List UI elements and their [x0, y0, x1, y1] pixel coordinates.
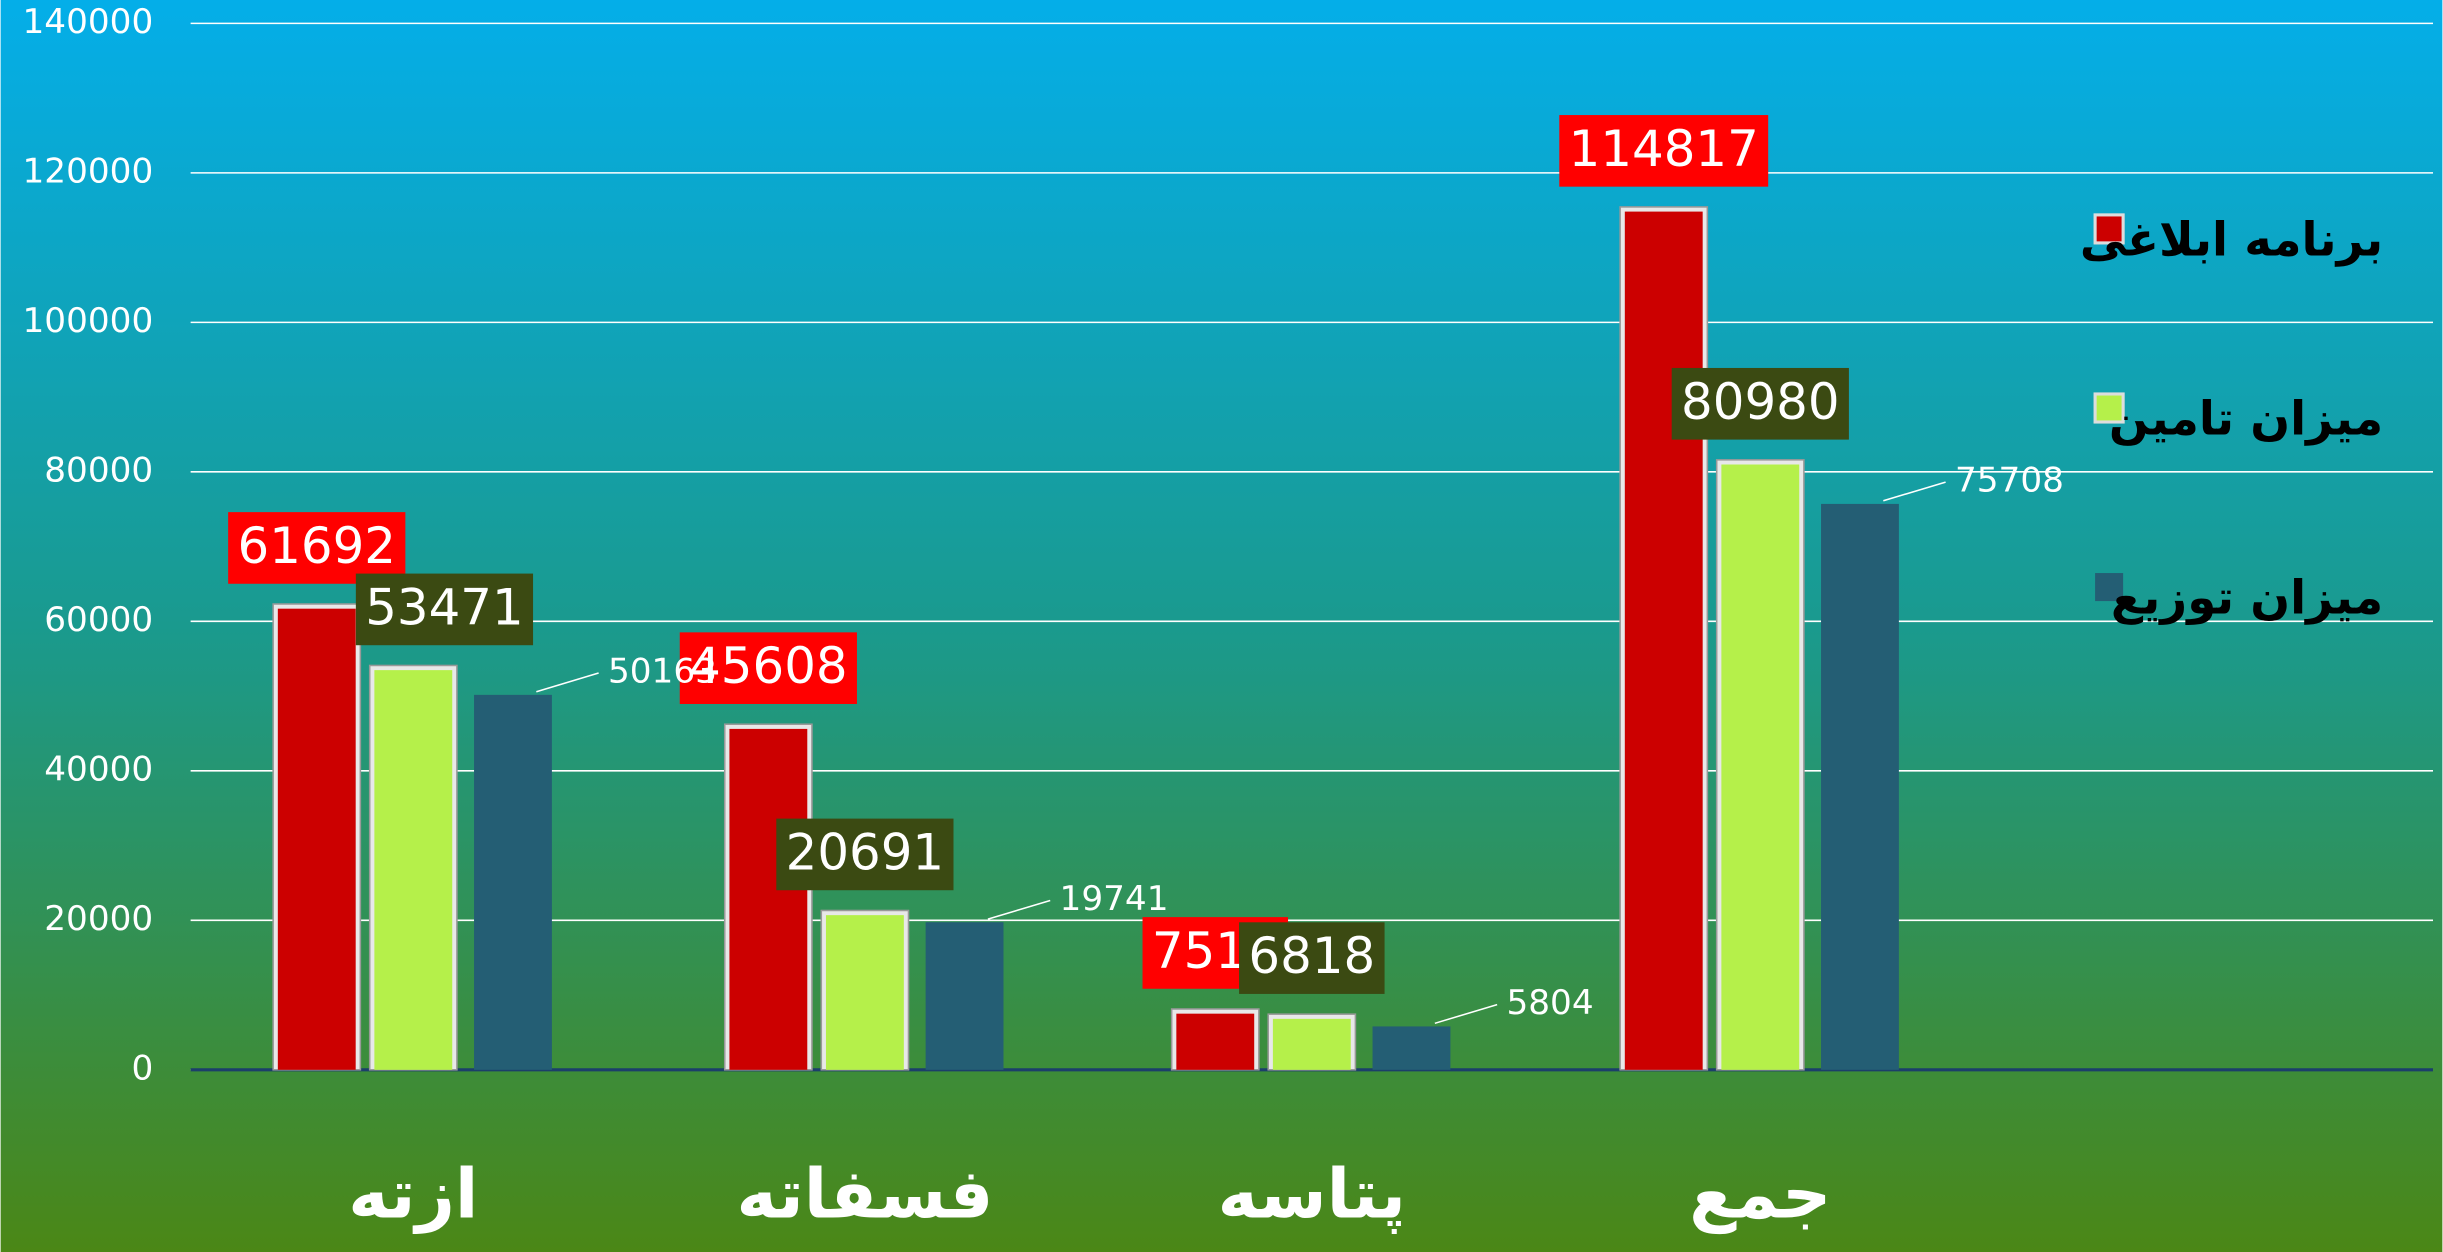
data-label-bg: [679, 632, 857, 704]
data-label: 5804: [1506, 983, 1593, 1023]
data-label: 45608: [689, 637, 848, 695]
bar: [474, 694, 552, 1070]
legend-swatch: [2093, 392, 2125, 424]
y-tick-label: 100000: [23, 301, 154, 341]
y-tick-label: 140000: [23, 2, 154, 42]
legend-swatch: [2093, 213, 2125, 245]
data-label-bg: [1671, 367, 1849, 440]
y-tick-label: 0: [131, 1048, 153, 1088]
leader-line: [1434, 1003, 1498, 1025]
bar: [925, 922, 1004, 1070]
x-tick-label: جمع: [1689, 1155, 1831, 1235]
data-label: 19741: [1060, 879, 1169, 919]
data-label: 53471: [365, 578, 524, 636]
bar: [1721, 464, 1800, 1070]
data-label-bg: [228, 512, 406, 584]
data-label-bg: [1559, 115, 1769, 187]
data-label: 114817: [1569, 120, 1759, 178]
data-label: 20691: [786, 823, 945, 881]
data-label-bg: [776, 818, 954, 891]
data-label: 61692: [238, 517, 397, 575]
x-tick-label: پتاسه: [1218, 1155, 1406, 1235]
leader-line: [1883, 481, 1946, 502]
data-label: 75708: [1955, 461, 2064, 501]
leader-line: [987, 899, 1051, 920]
data-label: 80980: [1681, 373, 1840, 431]
data-label-bg: [355, 573, 534, 646]
bar: [729, 728, 808, 1070]
data-label-bg: [1239, 922, 1385, 994]
data-label: 6818: [1248, 927, 1375, 985]
bar: [277, 608, 356, 1070]
legend-swatch: [2095, 573, 2124, 602]
y-tick-label: 120000: [23, 151, 154, 191]
bar: [1821, 503, 1899, 1070]
y-tick-label: 40000: [44, 749, 153, 789]
x-tick-label: ازته: [348, 1155, 478, 1235]
legend-label: میزان تامین: [2109, 393, 2383, 447]
bar: [1372, 1026, 1451, 1070]
bar: [825, 915, 904, 1070]
bar: [1176, 1013, 1255, 1070]
leader-line: [536, 672, 599, 693]
bar: [374, 670, 453, 1070]
y-tick-label: 20000: [44, 899, 153, 939]
x-tick-label: فسفاته: [736, 1155, 993, 1235]
bar: [1272, 1018, 1351, 1070]
legend-label: میزان توزیع: [2111, 572, 2383, 626]
y-tick-label: 60000: [44, 600, 153, 640]
y-tick-label: 80000: [44, 450, 153, 490]
bar: [1624, 211, 1703, 1070]
data-label: 50163: [608, 652, 717, 692]
legend-label: برنامه ابلاغی: [2080, 213, 2383, 267]
